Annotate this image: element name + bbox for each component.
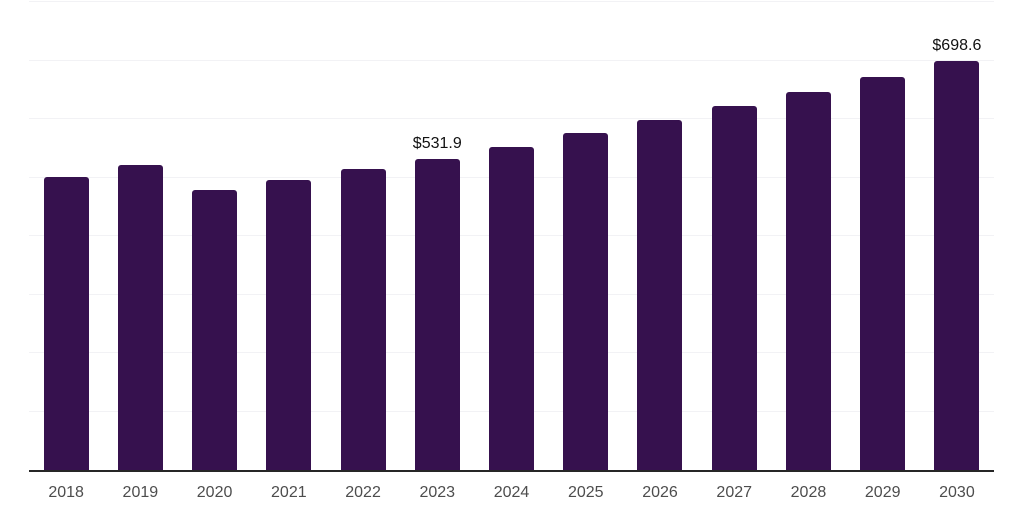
x-tick-label-2018: 2018: [48, 484, 84, 501]
data-label-2030: $698.6: [932, 37, 982, 55]
x-tick-label-2024: 2024: [493, 484, 530, 501]
bar-2024: [489, 146, 534, 470]
bar-2026: [637, 120, 683, 470]
x-tick-label-2022: 2022: [345, 484, 381, 501]
bar-2030: [934, 61, 980, 470]
gridline: [29, 1, 994, 2]
x-tick-label-2019: 2019: [122, 484, 159, 501]
bar-2020: [192, 190, 238, 470]
x-tick-label-2020: 2020: [196, 484, 233, 501]
gridline: [29, 59, 994, 61]
bar-2018: [43, 176, 89, 470]
x-tick-label-2021: 2021: [271, 484, 307, 501]
x-axis-line: [29, 470, 994, 472]
x-tick-label-2029: 2029: [864, 484, 901, 501]
plot-area: $531.9 $698.6: [29, 0, 994, 470]
x-tick-label-2027: 2027: [716, 484, 753, 501]
x-tick-label-2026: 2026: [642, 484, 678, 501]
x-axis-labels: 2018 2019 2020 2021 2022 2023 2024 2025 2026 2027…: [29, 484, 994, 502]
bar-2019: [117, 164, 163, 470]
bar-2028: [785, 92, 831, 470]
bar-2029: [860, 76, 906, 470]
x-tick-label-2025: 2025: [567, 484, 604, 501]
bar-2022: [340, 169, 386, 470]
x-tick-label-2023: 2023: [419, 484, 456, 501]
gridline: [29, 118, 994, 119]
data-label-2023: $531.9: [412, 134, 462, 152]
bar-2025: [563, 133, 609, 470]
bar-2021: [266, 180, 312, 470]
x-tick-label-2030: 2030: [939, 484, 975, 501]
x-tick-label-2028: 2028: [790, 484, 827, 501]
bar-2027: [711, 105, 757, 470]
bar-2023: [414, 158, 460, 470]
